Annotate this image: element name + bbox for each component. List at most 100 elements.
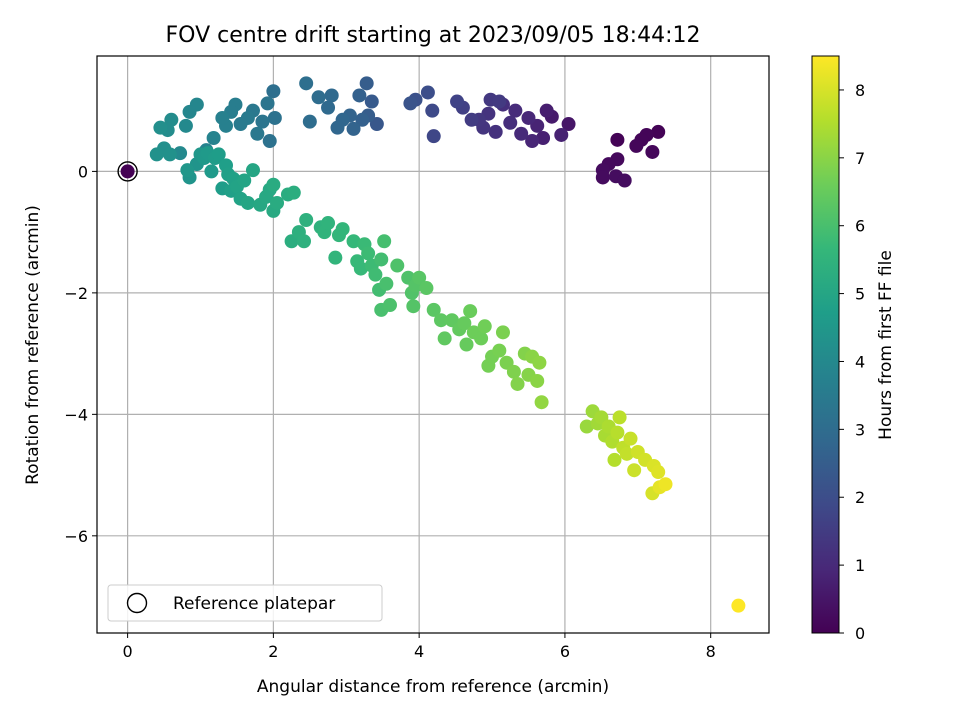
data-point [510,376,525,391]
data-point [463,304,478,319]
data-point [270,195,285,210]
colorbar-tick-label: 8 [855,81,865,100]
data-point [610,132,625,147]
data-point [623,431,638,446]
data-point [321,100,336,115]
data-point [180,163,195,178]
data-point [420,85,435,100]
data-point [419,281,434,296]
data-point [245,163,260,178]
data-point [361,246,376,261]
legend-entry-label: Reference platepar [173,594,335,614]
data-point [368,267,383,282]
y-axis-label: Rotation from reference (arcmin) [23,205,43,485]
data-point [153,120,168,135]
data-point [464,112,479,127]
data-point [495,325,510,340]
data-point [579,419,594,434]
data-point [206,130,221,145]
data-point [554,127,569,142]
data-point [474,331,489,346]
data-point [299,76,314,91]
data-point [658,477,673,492]
chart-title: FOV centre drift starting at 2023/09/05 … [166,23,701,48]
data-point [162,147,177,162]
data-point [346,234,361,249]
data-point [426,129,441,144]
data-point [267,110,282,125]
colorbar: 0 1 2 3 4 5 6 7 8 Hours from first FF file [811,55,896,643]
data-point [324,88,339,103]
colorbar-gradient [812,56,839,633]
data-point [437,331,452,346]
data-point [173,146,188,161]
data-point [355,112,370,127]
data-point [506,364,521,379]
colorbar-tick-label: 2 [855,488,865,507]
data-point [364,94,379,109]
y-tick-label: −4 [64,405,88,424]
data-point [595,170,610,185]
gridlines [97,56,769,633]
data-point [359,76,374,91]
x-tick-label: 6 [560,642,570,661]
data-point [607,452,622,467]
data-point [330,120,345,135]
data-point [328,250,343,265]
colorbar-tick-label: 5 [855,285,865,304]
reference-point-ring [117,161,138,182]
data-point [233,117,248,132]
data-point [211,147,226,162]
data-point [149,147,164,162]
data-point [492,343,507,358]
y-tick-label: 0 [78,162,88,181]
data-point [731,598,746,613]
data-point [260,96,275,111]
data-point [477,319,492,334]
colorbar-frame [811,55,840,634]
data-point [266,84,281,99]
data-point [178,118,193,133]
data-point [629,138,644,153]
x-axis-label: Angular distance from reference (arcmin) [257,677,609,697]
x-axis-ticks: 0 2 4 6 8 [123,633,716,661]
data-point [403,96,418,111]
data-point [262,134,277,149]
data-point [321,216,336,231]
data-point [532,355,547,370]
data-point [610,425,625,440]
colorbar-tick-label: 4 [855,352,865,371]
colorbar-tick-label: 3 [855,420,865,439]
data-point [619,446,634,461]
legend-marker-icon [126,592,148,614]
data-point [536,130,551,145]
data-point [530,373,545,388]
data-point [492,94,507,109]
data-point [561,117,576,132]
colorbar-ticks: 0 1 2 3 4 5 6 7 8 [839,81,865,643]
data-point [346,121,361,136]
data-point [299,212,314,227]
data-point [382,298,397,313]
data-points [149,76,746,613]
data-point [286,185,301,200]
data-point [379,276,394,291]
data-point [459,337,474,352]
data-point [425,103,440,118]
data-point [204,164,219,179]
data-point [255,114,270,129]
y-tick-label: −2 [64,284,88,303]
legend: Reference platepar [107,584,383,622]
data-point [250,126,265,141]
data-point [508,103,523,118]
data-point [627,463,642,478]
data-point [612,410,627,425]
data-point [406,299,421,314]
legend-frame [107,584,383,622]
data-point [266,177,281,192]
x-tick-label: 0 [123,642,133,661]
data-point [645,144,660,159]
data-point [457,316,472,331]
colorbar-tick-label: 7 [855,149,865,168]
